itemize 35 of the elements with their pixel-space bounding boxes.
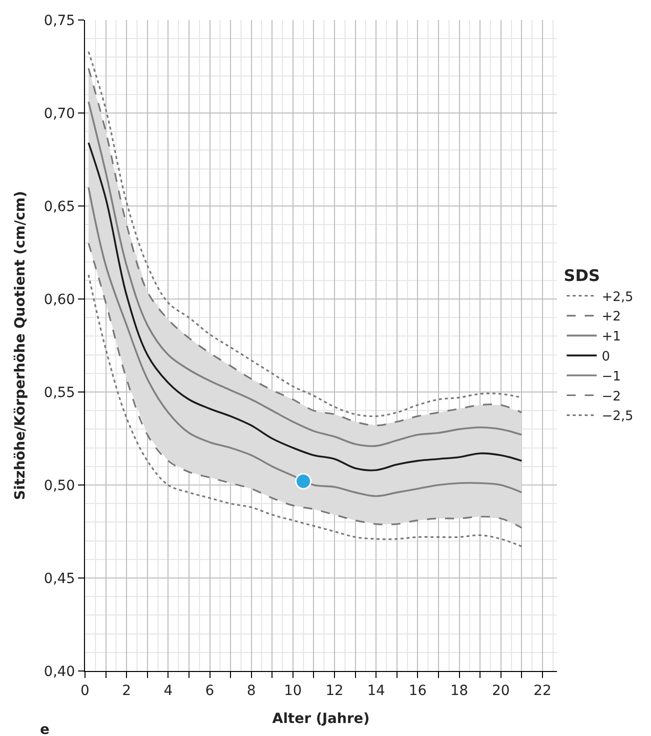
x-tick-label: 6 [205, 682, 214, 699]
legend-label: +1 [602, 330, 621, 345]
line-series [88, 274, 522, 548]
y-tick-label: 0,55 [44, 384, 76, 401]
y-tick-label: 0,45 [44, 570, 76, 587]
legend-label: +2,5 [602, 290, 634, 305]
x-tick-label: 4 [164, 682, 173, 699]
x-tick-label: 18 [450, 682, 468, 699]
legend-label: 0 [602, 350, 610, 365]
legend-title: SDS [564, 266, 600, 285]
x-tick-label: 20 [492, 682, 510, 699]
text: e [40, 722, 50, 736]
x-tick-label: 2 [122, 682, 132, 699]
line-series [88, 242, 522, 529]
legend-label: −1 [602, 369, 621, 384]
line-series [88, 142, 523, 472]
y-axis-title: Sitzhöhe/Körperhöhe Quotient (cm/cm) [12, 190, 29, 500]
x-tick-label: 8 [246, 682, 256, 699]
x-tick-label: 14 [367, 682, 386, 699]
x-tick-label: 22 [534, 682, 552, 699]
legend-label: −2,5 [602, 409, 634, 424]
line-series [88, 186, 523, 498]
x-tick-label: 0 [80, 682, 90, 699]
y-tick-label: 0,50 [44, 478, 76, 494]
legend-label: −2 [602, 389, 621, 404]
y-tick-label: 0,70 [44, 106, 76, 122]
y-tick-label: 0,60 [44, 292, 76, 308]
x-tick-label: 10 [284, 682, 302, 699]
x-axis-title: Alter (Jahre) [272, 711, 370, 728]
legend-label: +2 [602, 310, 621, 325]
x-tick-label: 16 [408, 682, 427, 699]
y-tick-label: 0,75 [44, 12, 76, 29]
x-tick-label: 12 [326, 682, 344, 699]
y-tick-label: 0,65 [44, 198, 76, 215]
y-tick-label: 0,40 [44, 664, 76, 680]
